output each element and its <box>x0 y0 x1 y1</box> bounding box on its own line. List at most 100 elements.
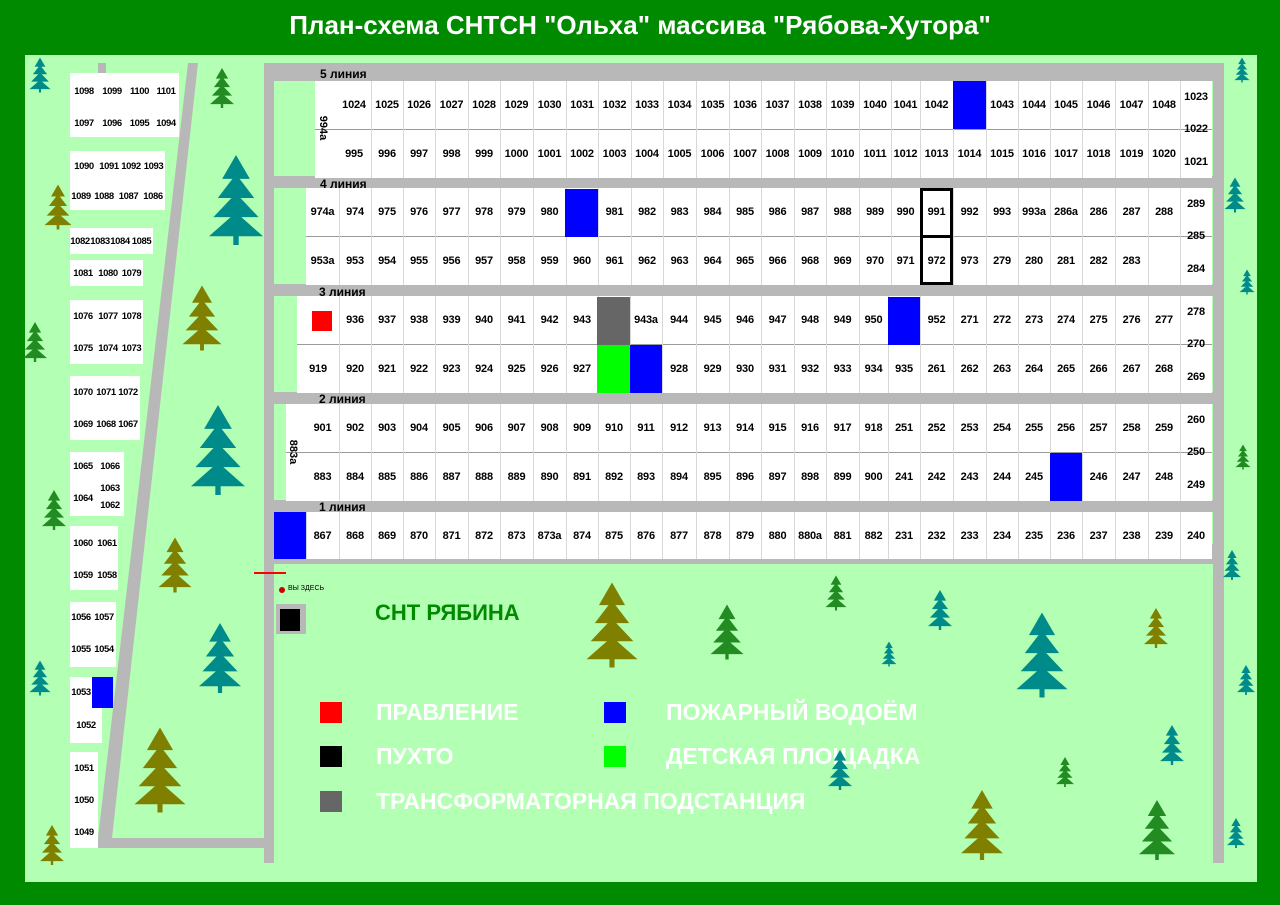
lot[interactable]: 267 <box>1122 363 1141 375</box>
lot[interactable]: 970 <box>866 255 884 267</box>
lot[interactable]: 286 <box>1089 206 1108 218</box>
lot[interactable]: 1045 <box>1054 99 1078 111</box>
lot[interactable]: 1012 <box>893 148 918 160</box>
lot[interactable]: 919 <box>309 363 327 375</box>
lot[interactable]: 1073 <box>121 342 142 354</box>
lot[interactable]: 969 <box>833 255 852 267</box>
lot[interactable]: 1061 <box>97 537 117 549</box>
lot[interactable]: 935 <box>895 363 913 375</box>
lot[interactable]: 993 <box>993 206 1011 218</box>
lot[interactable]: 1052 <box>76 719 96 731</box>
lot[interactable]: 998 <box>442 148 461 160</box>
lot[interactable]: 982 <box>638 206 656 218</box>
lot[interactable]: 250 <box>1187 446 1205 459</box>
lot[interactable]: 877 <box>670 529 688 542</box>
lot[interactable]: 265 <box>1057 363 1075 375</box>
lot[interactable]: 254 <box>993 422 1011 434</box>
lot[interactable]: 236 <box>1057 529 1075 542</box>
lot[interactable]: 282 <box>1089 255 1108 267</box>
lot[interactable]: 1058 <box>97 569 117 581</box>
lot[interactable]: 1010 <box>830 148 855 160</box>
lot[interactable]: 882 <box>864 529 883 542</box>
lot[interactable]: 1071 <box>96 386 116 398</box>
lot[interactable]: 868 <box>346 529 364 542</box>
lot[interactable]: 873 <box>507 529 526 542</box>
lot[interactable]: 1057 <box>94 611 114 623</box>
lot[interactable]: 918 <box>864 422 883 434</box>
lot[interactable]: 1018 <box>1086 148 1111 160</box>
lot[interactable]: 248 <box>1155 471 1173 483</box>
lot[interactable]: 288 <box>1155 206 1173 218</box>
lot[interactable]: 1100 <box>129 86 149 97</box>
lot[interactable]: 890 <box>540 471 559 483</box>
lot[interactable]: 971 <box>896 255 915 267</box>
lot[interactable]: 1055 <box>71 644 91 655</box>
lot[interactable]: 1035 <box>700 99 725 111</box>
lot[interactable]: 943 <box>573 314 591 326</box>
lot[interactable]: 1078 <box>121 310 142 322</box>
lot[interactable]: 235 <box>1025 529 1043 542</box>
lot[interactable]: 887 <box>442 471 461 483</box>
lot[interactable]: 1008 <box>765 148 790 160</box>
lot[interactable]: 966 <box>768 255 787 267</box>
lot[interactable]: 241 <box>895 471 913 483</box>
lot[interactable]: 923 <box>442 363 461 375</box>
lot[interactable]: 875 <box>605 529 623 542</box>
lot[interactable]: 892 <box>605 471 623 483</box>
lot[interactable]: 1033 <box>635 99 659 111</box>
lot[interactable]: 992 <box>960 206 979 218</box>
lot[interactable]: 965 <box>736 255 754 267</box>
lot[interactable]: 876 <box>637 529 655 542</box>
lot[interactable]: 262 <box>960 363 979 375</box>
lot[interactable]: 949 <box>833 314 852 326</box>
lot[interactable]: 893 <box>637 471 655 483</box>
lot[interactable]: 1001 <box>537 148 562 160</box>
lot[interactable]: 912 <box>670 422 688 434</box>
lot[interactable]: 948 <box>801 314 819 326</box>
lot[interactable]: 1024 <box>342 99 366 111</box>
lot[interactable]: 251 <box>895 422 913 434</box>
lot[interactable]: 1046 <box>1086 99 1111 111</box>
lot[interactable]: 907 <box>507 422 526 434</box>
lot[interactable]: 905 <box>442 422 461 434</box>
lot[interactable]: 944 <box>670 314 688 326</box>
lot[interactable]: 289 <box>1187 198 1205 211</box>
lot[interactable]: 963 <box>670 255 689 267</box>
lot[interactable]: 956 <box>442 255 461 267</box>
lot[interactable]: 1089 <box>71 190 91 202</box>
lot[interactable]: 871 <box>442 529 461 542</box>
lot[interactable]: 244 <box>993 471 1011 483</box>
lot[interactable]: 1092 <box>121 161 141 172</box>
lot[interactable]: 939 <box>442 314 461 326</box>
lot[interactable]: 1004 <box>635 148 659 160</box>
lot[interactable]: 1042 <box>924 99 949 111</box>
lot[interactable]: 984 <box>703 206 722 218</box>
lot[interactable]: 946 <box>736 314 754 326</box>
lot[interactable]: 1007 <box>733 148 757 160</box>
lot[interactable]: 894 <box>670 471 688 483</box>
lot[interactable]: 1056 <box>71 611 91 623</box>
lot[interactable]: 962 <box>638 255 656 267</box>
lot[interactable]: 1085 <box>131 235 152 247</box>
lot[interactable]: 880а <box>798 529 822 542</box>
lot[interactable]: 953а <box>310 255 335 267</box>
lot[interactable]: 909 <box>573 422 591 434</box>
lot[interactable]: 1064 <box>73 492 93 504</box>
lot[interactable]: 874 <box>573 529 591 542</box>
lot[interactable]: 1086 <box>143 190 163 202</box>
lot[interactable]: 981 <box>605 206 624 218</box>
lot[interactable]: 1030 <box>537 99 562 111</box>
lot[interactable]: 1075 <box>73 342 93 354</box>
lot[interactable]: 274 <box>1057 314 1075 326</box>
lot[interactable]: 889 <box>507 471 526 483</box>
lot[interactable]: 1084 <box>110 235 130 247</box>
lot[interactable]: 934 <box>864 363 883 375</box>
lot[interactable]: 1081 <box>73 267 93 279</box>
lot[interactable]: 1068 <box>96 418 116 430</box>
lot[interactable]: 1034 <box>667 99 692 111</box>
lot[interactable]: 999 <box>475 148 493 160</box>
lot[interactable]: 252 <box>927 422 946 434</box>
lot[interactable]: 922 <box>410 363 428 375</box>
lot[interactable]: 283 <box>1122 255 1141 267</box>
lot[interactable]: 925 <box>507 363 526 375</box>
